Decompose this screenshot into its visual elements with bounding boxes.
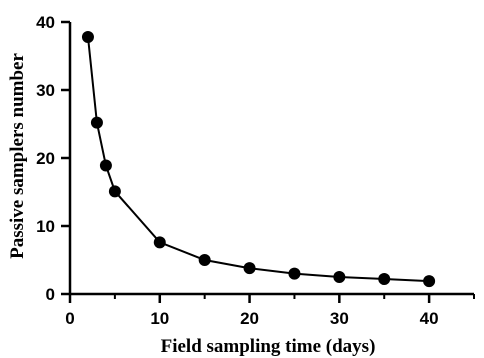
x-axis-title: Field sampling time (days) (161, 336, 376, 357)
x-tick-label: 10 (150, 309, 169, 328)
y-axis-ticks: 0 10 20 30 40 (36, 13, 70, 304)
y-tick-label: 30 (36, 81, 55, 100)
y-tick-label: 40 (36, 13, 55, 32)
x-tick-label: 20 (240, 309, 259, 328)
data-point (288, 267, 301, 280)
data-point (99, 159, 112, 172)
x-tick-label: 30 (330, 309, 349, 328)
series-line (87, 36, 430, 283)
x-tick-label: 40 (420, 309, 439, 328)
data-point (108, 185, 121, 198)
y-axis-title: Passive samplers number (7, 53, 28, 259)
data-point (198, 254, 211, 266)
data-point (333, 271, 346, 283)
data-point (243, 262, 256, 275)
x-axis-ticks: 0 10 20 30 40 (65, 294, 475, 328)
y-tick-label: 20 (36, 149, 55, 168)
data-point (90, 116, 103, 129)
axes (68, 22, 474, 296)
y-tick-label: 10 (36, 217, 55, 236)
data-point (378, 273, 391, 286)
data-point (81, 30, 94, 43)
y-tick-label: 0 (46, 285, 55, 304)
data-point (423, 275, 436, 288)
x-tick-label: 0 (65, 309, 74, 328)
series-layer (81, 30, 436, 288)
data-point (153, 236, 166, 249)
